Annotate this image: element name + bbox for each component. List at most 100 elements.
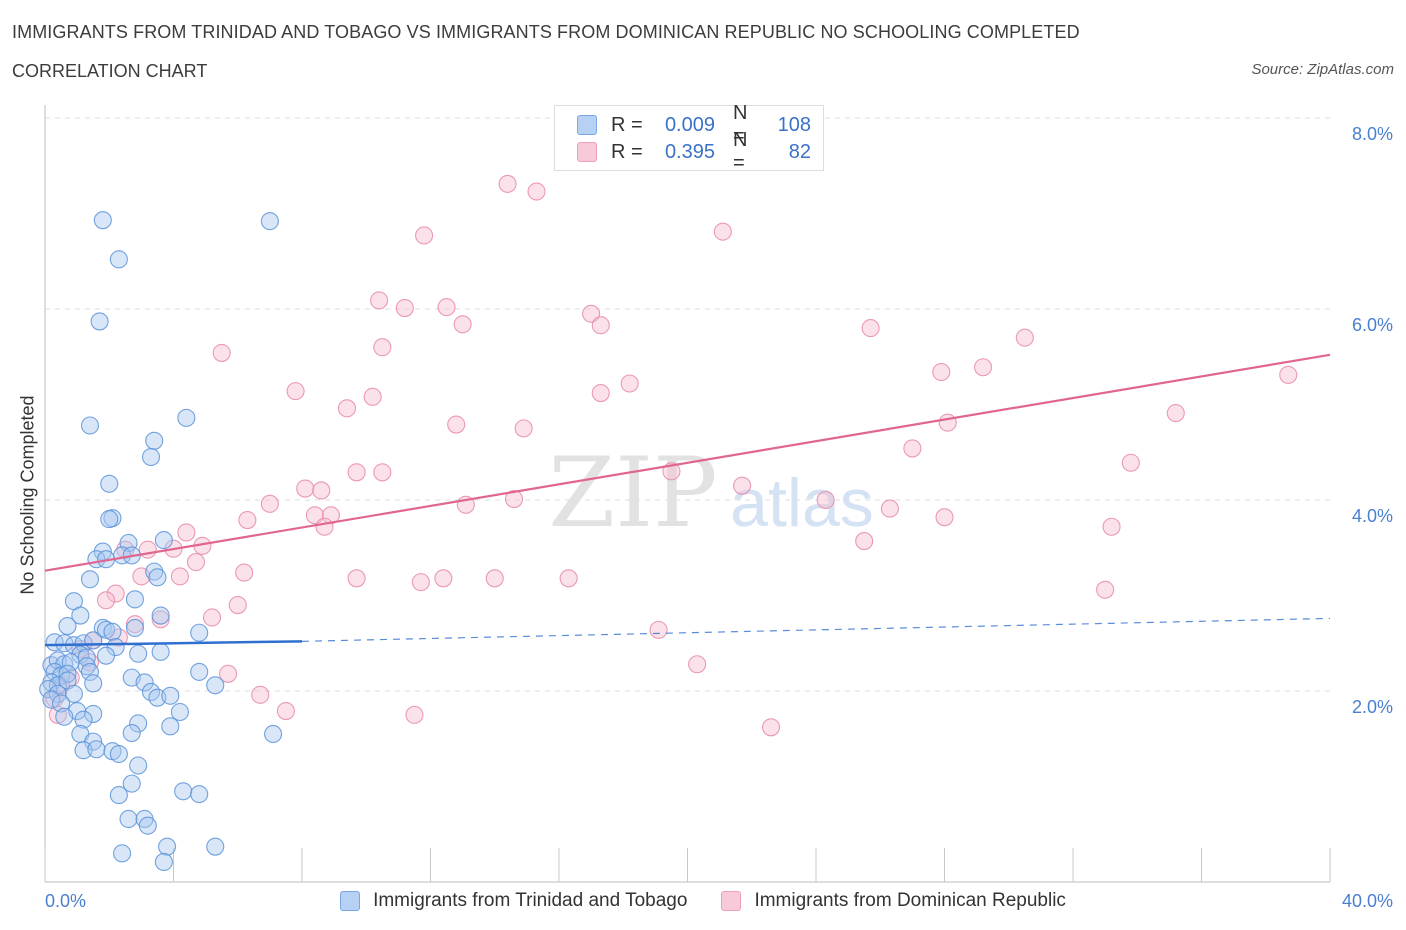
- data-point-trinidad-tobago: [77, 657, 96, 676]
- series-legend: Immigrants from Trinidad and Tobago Immi…: [0, 890, 1406, 912]
- r-value: 0.009: [664, 113, 715, 136]
- data-point-trinidad-tobago: [93, 211, 112, 230]
- data-point-dominican-republic: [203, 608, 222, 627]
- data-point-trinidad-tobago: [122, 774, 141, 793]
- data-point-trinidad-tobago: [206, 676, 225, 695]
- data-point-trinidad-tobago: [129, 714, 148, 733]
- data-point-dominican-republic: [816, 490, 835, 510]
- data-point-trinidad-tobago: [190, 662, 209, 681]
- data-point-trinidad-tobago: [80, 416, 100, 435]
- data-point-trinidad-tobago: [93, 618, 112, 638]
- data-point-dominican-republic: [321, 506, 340, 525]
- data-point-trinidad-tobago: [45, 633, 64, 652]
- legend-label-trinidad-tobago: Immigrants from Trinidad and Tobago: [373, 890, 688, 911]
- data-point-dominican-republic: [1015, 328, 1034, 347]
- data-point-trinidad-tobago: [129, 756, 148, 775]
- data-point-dominican-republic: [434, 569, 453, 588]
- data-point-trinidad-tobago: [109, 250, 128, 269]
- data-point-trinidad-tobago: [125, 618, 144, 638]
- legend-item-dominican-republic: Immigrants from Dominican Republic: [721, 890, 1066, 912]
- data-point-dominican-republic: [498, 174, 517, 193]
- data-point-dominican-republic: [591, 383, 610, 403]
- n-value: 82: [788, 140, 811, 163]
- data-point-dominican-republic: [296, 479, 315, 498]
- source-label: Source: ZipAtlas.com: [1251, 61, 1394, 78]
- legend-swatch-pink: [721, 891, 742, 911]
- data-point-trinidad-tobago: [122, 723, 141, 743]
- data-point-dominican-republic: [347, 569, 366, 588]
- data-point-trinidad-tobago: [100, 510, 119, 529]
- data-point-trinidad-tobago: [84, 704, 103, 723]
- data-point-dominican-republic: [453, 315, 472, 334]
- r-label: R =: [611, 113, 643, 136]
- data-point-trinidad-tobago: [87, 740, 106, 759]
- data-point-trinidad-tobago: [151, 606, 170, 625]
- data-point-trinidad-tobago: [154, 852, 173, 871]
- data-point-dominican-republic: [251, 685, 270, 704]
- data-point-dominican-republic: [938, 413, 957, 432]
- data-point-dominican-republic: [276, 702, 295, 721]
- n-value: 108: [777, 113, 811, 136]
- data-point-trinidad-tobago: [190, 785, 209, 804]
- data-point-dominican-republic: [591, 316, 610, 335]
- data-point-dominican-republic: [1102, 517, 1121, 536]
- data-point-dominican-republic: [106, 584, 125, 603]
- data-point-dominican-republic: [373, 338, 392, 357]
- data-point-dominican-republic: [514, 419, 533, 438]
- data-point-trinidad-tobago: [96, 620, 116, 639]
- legend-swatch-pink: [577, 142, 597, 162]
- data-point-trinidad-tobago: [125, 590, 144, 609]
- data-point-trinidad-tobago: [55, 707, 74, 726]
- y-tick-2: 2.0%: [1351, 697, 1393, 717]
- data-point-trinidad-tobago: [148, 568, 167, 587]
- data-point-dominican-republic: [713, 222, 732, 241]
- data-point-dominican-republic: [96, 591, 116, 610]
- legend-item-trinidad-tobago: Immigrants from Trinidad and Tobago: [340, 890, 687, 912]
- data-point-dominican-republic: [861, 319, 880, 338]
- data-point-trinidad-tobago: [113, 844, 132, 863]
- data-point-dominican-republic: [395, 298, 414, 318]
- data-point-dominican-republic: [733, 476, 752, 495]
- data-point-dominican-republic: [880, 499, 899, 518]
- y-tick-4: 4.0%: [1351, 506, 1393, 526]
- data-point-trinidad-tobago: [58, 617, 77, 636]
- data-point-trinidad-tobago: [138, 816, 157, 835]
- r-label: R =: [611, 140, 643, 163]
- correlation-legend: R = 0.009 N = 108 R = 0.395 N = 82: [554, 102, 824, 174]
- data-point-dominican-republic: [649, 620, 668, 639]
- data-point-trinidad-tobago: [84, 631, 103, 650]
- axes: [44, 105, 1331, 883]
- data-point-dominican-republic: [177, 523, 196, 542]
- data-point-trinidad-tobago: [161, 717, 180, 736]
- legend-swatch-blue: [577, 115, 597, 135]
- data-point-trinidad-tobago: [74, 710, 93, 729]
- trend-line-dominican-republic: [44, 353, 1331, 572]
- data-point-trinidad-tobago: [170, 702, 189, 722]
- data-point-trinidad-tobago: [145, 431, 164, 450]
- data-point-dominican-republic: [527, 182, 546, 201]
- data-point-trinidad-tobago: [84, 674, 103, 693]
- data-point-trinidad-tobago: [141, 447, 161, 467]
- trend-line-trinidad-tobago: [44, 640, 303, 647]
- x-tick-max: 40.0%: [1341, 891, 1393, 911]
- data-point-trinidad-tobago: [42, 690, 61, 709]
- data-point-trinidad-tobago: [109, 786, 128, 805]
- data-point-trinidad-tobago: [177, 408, 196, 427]
- data-point-dominican-republic: [373, 463, 392, 482]
- data-point-dominican-republic: [688, 655, 707, 674]
- data-point-trinidad-tobago: [145, 562, 164, 581]
- data-point-trinidad-tobago: [74, 741, 93, 760]
- data-point-trinidad-tobago: [52, 694, 71, 713]
- data-point-dominican-republic: [903, 439, 922, 458]
- data-point-trinidad-tobago: [174, 782, 193, 801]
- data-point-trinidad-tobago: [90, 312, 109, 331]
- data-point-dominican-republic: [1166, 404, 1185, 423]
- data-point-dominican-republic: [315, 517, 334, 536]
- data-point-dominican-republic: [973, 358, 993, 377]
- data-point-trinidad-tobago: [129, 644, 148, 663]
- data-point-dominican-republic: [238, 511, 257, 530]
- data-point-dominican-republic: [219, 664, 238, 683]
- data-point-dominican-republic: [559, 569, 578, 588]
- data-point-trinidad-tobago: [80, 570, 100, 589]
- data-point-trinidad-tobago: [100, 474, 119, 493]
